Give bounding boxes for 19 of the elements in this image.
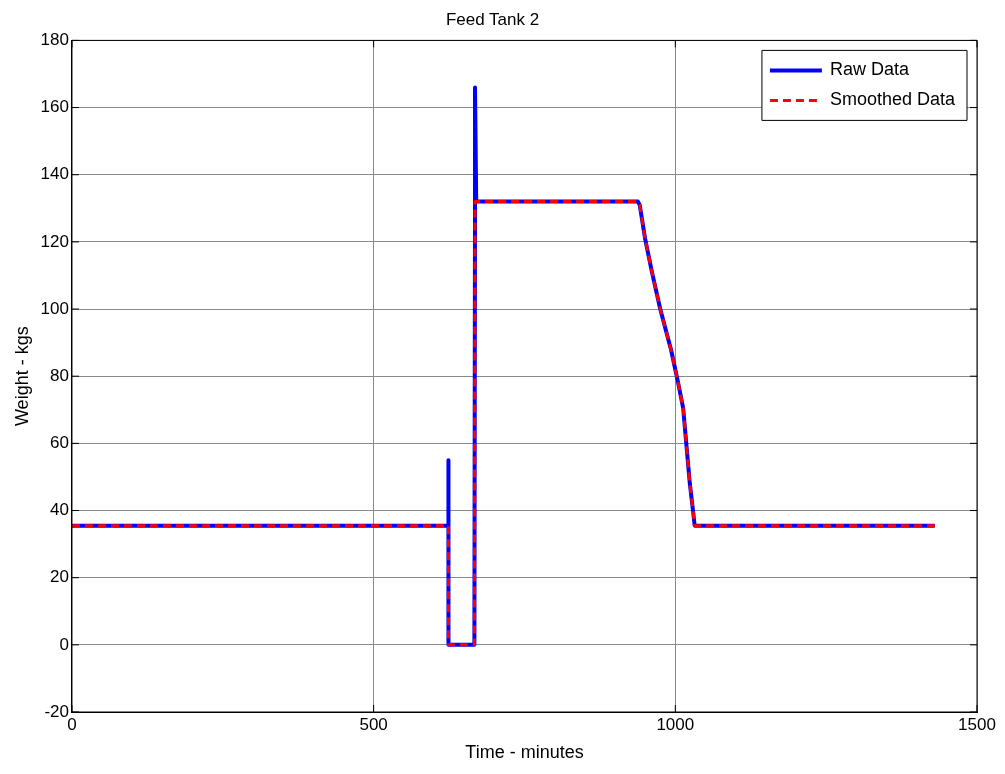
- y-tick-label: 120: [40, 231, 69, 251]
- legend-label: Raw Data: [829, 59, 910, 80]
- y-tick-label: 180: [40, 30, 69, 50]
- y-tick-label: 80: [50, 365, 69, 385]
- y-tick-label: 40: [50, 500, 69, 520]
- y-tick-label: 140: [40, 164, 69, 184]
- x-tick-label: 1500: [958, 714, 996, 734]
- legend-label: Smoothed Data: [829, 89, 956, 110]
- y-tick-label: 60: [50, 433, 69, 453]
- chart-title: Feed Tank 2: [445, 9, 540, 29]
- y-tick-label: 20: [50, 567, 69, 587]
- y-tick-label: -20: [44, 701, 69, 721]
- x-axis-title: Time - minutes: [465, 742, 584, 763]
- y-axis-title: Weight - kgs: [11, 326, 32, 427]
- y-tick-label: 160: [40, 97, 69, 117]
- x-tick-label: 1000: [656, 714, 695, 734]
- x-tick-label: 500: [359, 714, 388, 734]
- y-tick-label: 0: [59, 634, 69, 654]
- y-tick-label: 100: [40, 298, 69, 318]
